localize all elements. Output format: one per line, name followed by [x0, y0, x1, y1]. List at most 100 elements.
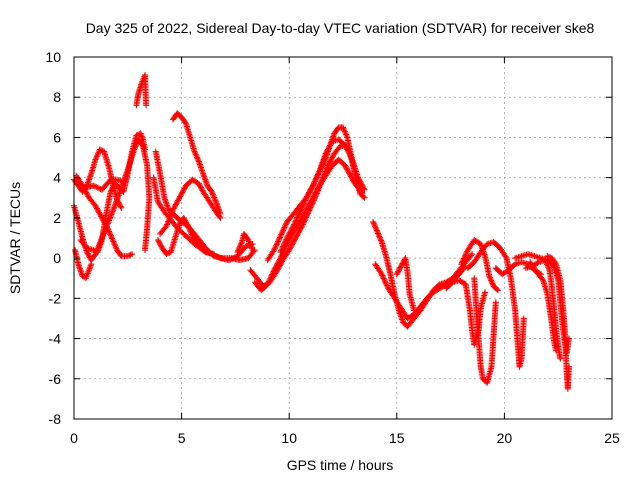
data-point [291, 221, 298, 228]
data-point [157, 242, 164, 249]
series-arc-22 [458, 237, 501, 294]
data-point [92, 156, 99, 163]
series-arc-5 [77, 130, 149, 256]
data-point [307, 200, 314, 207]
data-point [462, 252, 469, 259]
data-point [544, 261, 551, 268]
x-axis-ticks: 0 5 10 15 20 25 [70, 57, 620, 446]
data-point [291, 236, 298, 243]
data-point [175, 196, 182, 203]
data-point [323, 149, 330, 156]
data-point [493, 286, 500, 293]
data-point [459, 259, 466, 266]
data-point [114, 196, 121, 203]
data-point [295, 229, 302, 236]
data-point [296, 228, 303, 235]
data-point [322, 150, 329, 157]
data-point [181, 216, 188, 223]
data-point [83, 190, 90, 197]
data-point [108, 187, 115, 194]
data-point [292, 218, 299, 225]
data-point [359, 182, 366, 189]
data-point [195, 180, 202, 187]
data-point [461, 254, 468, 261]
data-point [307, 198, 314, 205]
data-point [327, 142, 334, 149]
data-point [271, 247, 278, 254]
data-point [492, 299, 499, 306]
y-tick-label: 4 [53, 170, 61, 186]
data-point [296, 226, 303, 233]
y-tick-label: 2 [53, 210, 61, 226]
data-point [186, 225, 193, 232]
plot-frame [73, 56, 613, 420]
data-point [112, 242, 119, 249]
y-tick-label: -2 [49, 290, 62, 306]
data-point [93, 205, 100, 212]
data-point [269, 269, 276, 276]
data-point [280, 227, 287, 234]
data-point [273, 241, 280, 248]
data-point [209, 191, 216, 198]
data-point [489, 280, 496, 287]
data-point [142, 247, 149, 254]
data-point [92, 202, 99, 209]
data-point [117, 203, 124, 210]
data-point [355, 174, 362, 181]
data-point [274, 260, 281, 267]
data-point [360, 193, 367, 200]
data-point [185, 222, 192, 229]
data-point [304, 205, 311, 212]
data-point [520, 315, 527, 322]
x-tick-label: 25 [604, 430, 620, 446]
series-arc-23 [471, 275, 499, 386]
data-point [271, 245, 278, 252]
data-point [312, 177, 319, 184]
data-point [172, 202, 179, 209]
data-point [276, 235, 283, 242]
data-point [312, 189, 319, 196]
data-point [308, 197, 315, 204]
data-point [311, 178, 318, 185]
data-point [345, 149, 352, 156]
data-point [275, 238, 282, 245]
data-point [298, 224, 305, 231]
data-point [193, 152, 200, 159]
data-point [173, 200, 180, 207]
series-arc-15 [251, 156, 366, 294]
data-point [274, 240, 281, 247]
data-point [282, 237, 289, 244]
data-point [280, 225, 287, 232]
data-point [96, 210, 103, 217]
data-point [327, 141, 334, 148]
data-point [93, 184, 100, 191]
data-point [291, 220, 298, 227]
data-point [286, 230, 293, 237]
data-point [341, 128, 348, 135]
data-point [210, 251, 217, 258]
data-point [380, 274, 387, 281]
data-point [96, 209, 103, 216]
data-point [382, 279, 389, 286]
data-point [169, 206, 176, 213]
data-point [248, 244, 255, 251]
series-arc-20 [393, 255, 418, 314]
data-point [235, 247, 242, 254]
data-point [304, 204, 311, 211]
data-point [314, 186, 321, 193]
data-point [301, 210, 308, 217]
data-point [281, 224, 288, 231]
data-point [276, 256, 283, 263]
data-point [488, 277, 495, 284]
data-point [327, 158, 334, 165]
data-point [347, 153, 354, 160]
data-point [110, 239, 117, 246]
data-point [238, 240, 245, 247]
data-point [313, 188, 320, 195]
data-point [276, 234, 283, 241]
data-point [343, 145, 350, 152]
data-point [93, 155, 100, 162]
data-point [307, 186, 314, 193]
data-point [271, 265, 278, 272]
